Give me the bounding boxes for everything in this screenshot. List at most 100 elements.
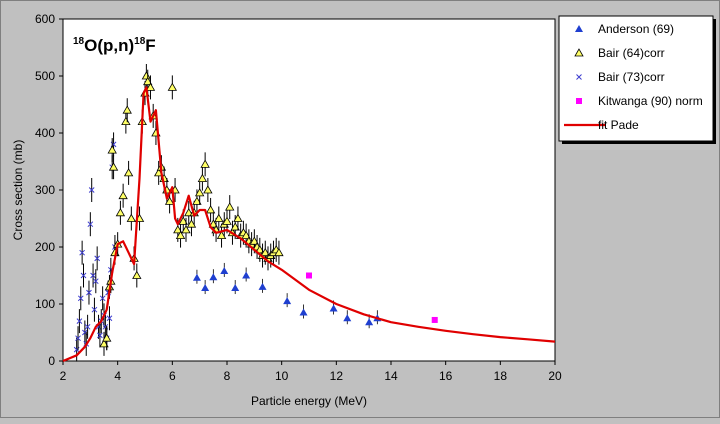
bair73-marker (97, 323, 103, 348)
bair64-point (175, 230, 186, 240)
bair64-point (145, 82, 156, 91)
bair73-point (97, 332, 103, 339)
bair73-marker (90, 263, 96, 288)
series-group (62, 64, 556, 363)
anderson-marker (283, 293, 292, 308)
bair73-marker (80, 263, 87, 288)
bair64-point (121, 116, 131, 125)
bair64-marker (123, 160, 134, 185)
bair64-point (255, 245, 265, 254)
bair64-point (173, 225, 183, 234)
anderson-point (258, 282, 267, 290)
legend-label: fit Pade (598, 118, 639, 132)
bair64-point (197, 173, 208, 183)
anderson-point (575, 25, 583, 32)
title-sup-1: 18 (73, 36, 85, 47)
bair64-point (222, 216, 232, 225)
x-tick-label: 12 (330, 369, 344, 383)
bair64-point (184, 207, 194, 217)
bair64-point (230, 222, 240, 231)
bair73-point (84, 323, 91, 330)
bair73-point (79, 249, 85, 256)
bair73-marker (88, 178, 95, 202)
x-tick-label: 14 (384, 369, 398, 383)
bair73-point (106, 315, 113, 322)
bair64-marker (274, 240, 284, 265)
anderson-point (343, 314, 352, 322)
bair73-marker (92, 269, 99, 294)
bair73-marker (84, 314, 91, 339)
bair73-point (80, 272, 87, 279)
y-tick-label: 500 (35, 69, 55, 83)
bair64-point (200, 159, 210, 168)
bair64-marker (102, 326, 112, 351)
legend-item: Kitwanga (90) norm (576, 94, 703, 108)
legend-label: Bair (73)corr (598, 70, 665, 84)
legend: Anderson (69) Bair (64)corr Bair (73)corr K… (558, 15, 716, 144)
bair64-point (99, 339, 109, 348)
anderson-point (231, 284, 240, 292)
bair64-marker (181, 217, 191, 242)
legend-label: Anderson (69) (598, 22, 674, 36)
bair73-point (87, 221, 94, 228)
bair64-marker (214, 206, 224, 231)
bair73-marker (106, 306, 113, 331)
bair64-point (225, 202, 235, 211)
bair73-marker (99, 286, 106, 311)
bair64-point (233, 213, 243, 222)
bair64-marker (132, 263, 142, 288)
y-tick-label: 400 (35, 126, 55, 140)
kitwanga-point (306, 272, 312, 279)
chart-title: 18O(p,n)18F (73, 36, 156, 55)
bair73-marker (94, 246, 101, 271)
x-tick-label: 10 (275, 369, 289, 383)
bair73-point (91, 306, 98, 313)
anderson-marker (201, 280, 210, 295)
bair73-marker (75, 326, 81, 351)
legend-items: Anderson (69) Bair (64)corr Bair (73)corr K… (564, 22, 703, 132)
bair64-point (178, 216, 188, 225)
anderson-point (283, 297, 292, 305)
bair64-marker (126, 206, 137, 231)
bair64-point (132, 270, 142, 279)
bair64-point (143, 76, 153, 86)
anderson-marker (343, 310, 352, 325)
bair73-point (99, 295, 106, 302)
bair64-point (214, 213, 224, 222)
bair73-point (75, 335, 81, 342)
bair64-point (574, 48, 584, 57)
bair64-marker (122, 98, 132, 123)
bair64-point (203, 185, 213, 194)
bair64-point (216, 230, 227, 240)
bair73-marker (76, 309, 83, 334)
bair64-marker (99, 331, 109, 356)
anderson-point (201, 284, 210, 292)
anderson-marker (299, 304, 308, 319)
bair64-point (181, 225, 191, 234)
title-sup-2: 18 (134, 36, 146, 47)
bair64-point (192, 196, 202, 205)
bair73-point (76, 318, 83, 324)
bair64-marker (203, 178, 213, 202)
bair64-marker (115, 200, 126, 225)
anderson-point (209, 273, 218, 281)
y-tick-label: 600 (35, 12, 55, 26)
x-tick-label: 18 (494, 369, 508, 383)
bair64-point (107, 145, 117, 154)
bair64-point (167, 82, 178, 91)
bair73-point (92, 278, 99, 285)
bair64-marker (233, 206, 243, 231)
x-tick-label: 6 (169, 369, 176, 383)
bair64-marker (107, 138, 117, 163)
legend-item: Anderson (69) (575, 22, 674, 36)
bair64-marker (200, 152, 210, 177)
bair64-marker (205, 197, 216, 222)
bair73-point (86, 289, 92, 296)
anderson-marker (192, 269, 201, 284)
bair64-point (194, 188, 205, 197)
legend-box (558, 15, 714, 142)
bair64-point (205, 205, 216, 214)
bair64-marker (216, 223, 227, 248)
